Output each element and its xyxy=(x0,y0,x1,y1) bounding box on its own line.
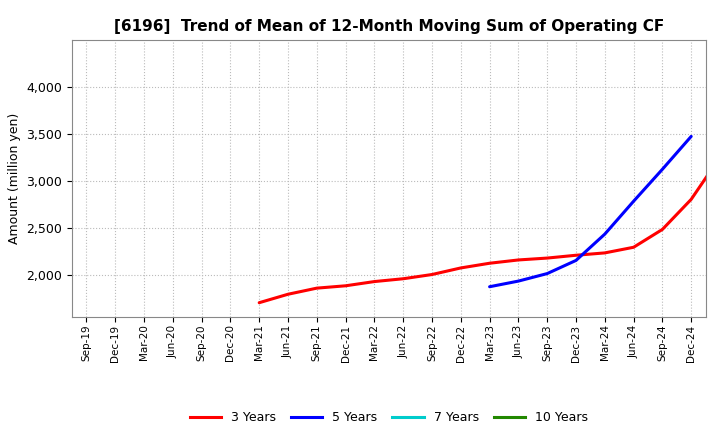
Title: [6196]  Trend of Mean of 12-Month Moving Sum of Operating CF: [6196] Trend of Mean of 12-Month Moving … xyxy=(114,19,664,34)
Legend: 3 Years, 5 Years, 7 Years, 10 Years: 3 Years, 5 Years, 7 Years, 10 Years xyxy=(184,407,593,429)
Y-axis label: Amount (million yen): Amount (million yen) xyxy=(8,113,21,244)
